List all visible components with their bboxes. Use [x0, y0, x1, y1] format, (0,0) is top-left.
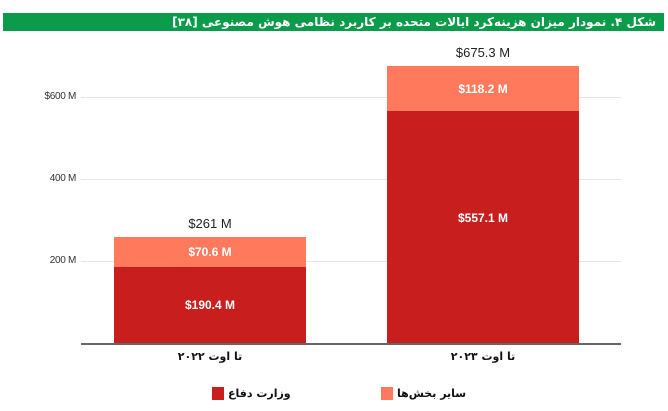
bar-2023: $118.2 M $557.1 M: [387, 66, 579, 343]
gridline-600: [81, 97, 621, 98]
x-label-2023: تا اوت ۲۰۲۳: [450, 350, 516, 363]
legend-item-defense: وزارت دفاع: [212, 387, 291, 400]
gridline-400: [81, 179, 621, 180]
y-tick-200: 200 M: [49, 255, 77, 266]
figure-title-banner: شکل ۴. نمودار میزان هزینه‌کرد ایالات متح…: [3, 13, 664, 31]
bar-segment-other-2022: $70.6 M: [114, 237, 306, 267]
bar-segment-defense-2023: $557.1 M: [387, 111, 579, 343]
legend-swatch-defense: [212, 387, 224, 400]
segment-label: $118.2 M: [458, 81, 508, 96]
bar-segment-other-2023: $118.2 M: [387, 66, 579, 111]
legend-item-other: سایر بخش‌ها: [381, 387, 466, 400]
x-axis-line: [81, 343, 621, 345]
legend-label-defense: وزارت دفاع: [228, 387, 291, 400]
segment-label: $557.1 M: [457, 211, 509, 225]
gridline-200: [81, 261, 621, 262]
bar-segment-defense-2022: $190.4 M: [114, 267, 306, 343]
legend-swatch-other: [381, 387, 393, 400]
bar-total-label-2022: $261 M: [188, 216, 232, 231]
x-label-2022: تا اوت ۲۰۲۲: [177, 350, 243, 363]
segment-label: $70.6 M: [188, 245, 232, 259]
y-tick-400: 400 M: [49, 173, 77, 184]
legend-label-other: سایر بخش‌ها: [397, 387, 467, 400]
y-tick-600: $600 M: [44, 91, 76, 102]
bar-total-label-2023: $675.3 M: [455, 45, 511, 60]
segment-label: $190.4 M: [184, 298, 236, 312]
bar-2022: $70.6 M $190.4 M: [114, 237, 306, 343]
